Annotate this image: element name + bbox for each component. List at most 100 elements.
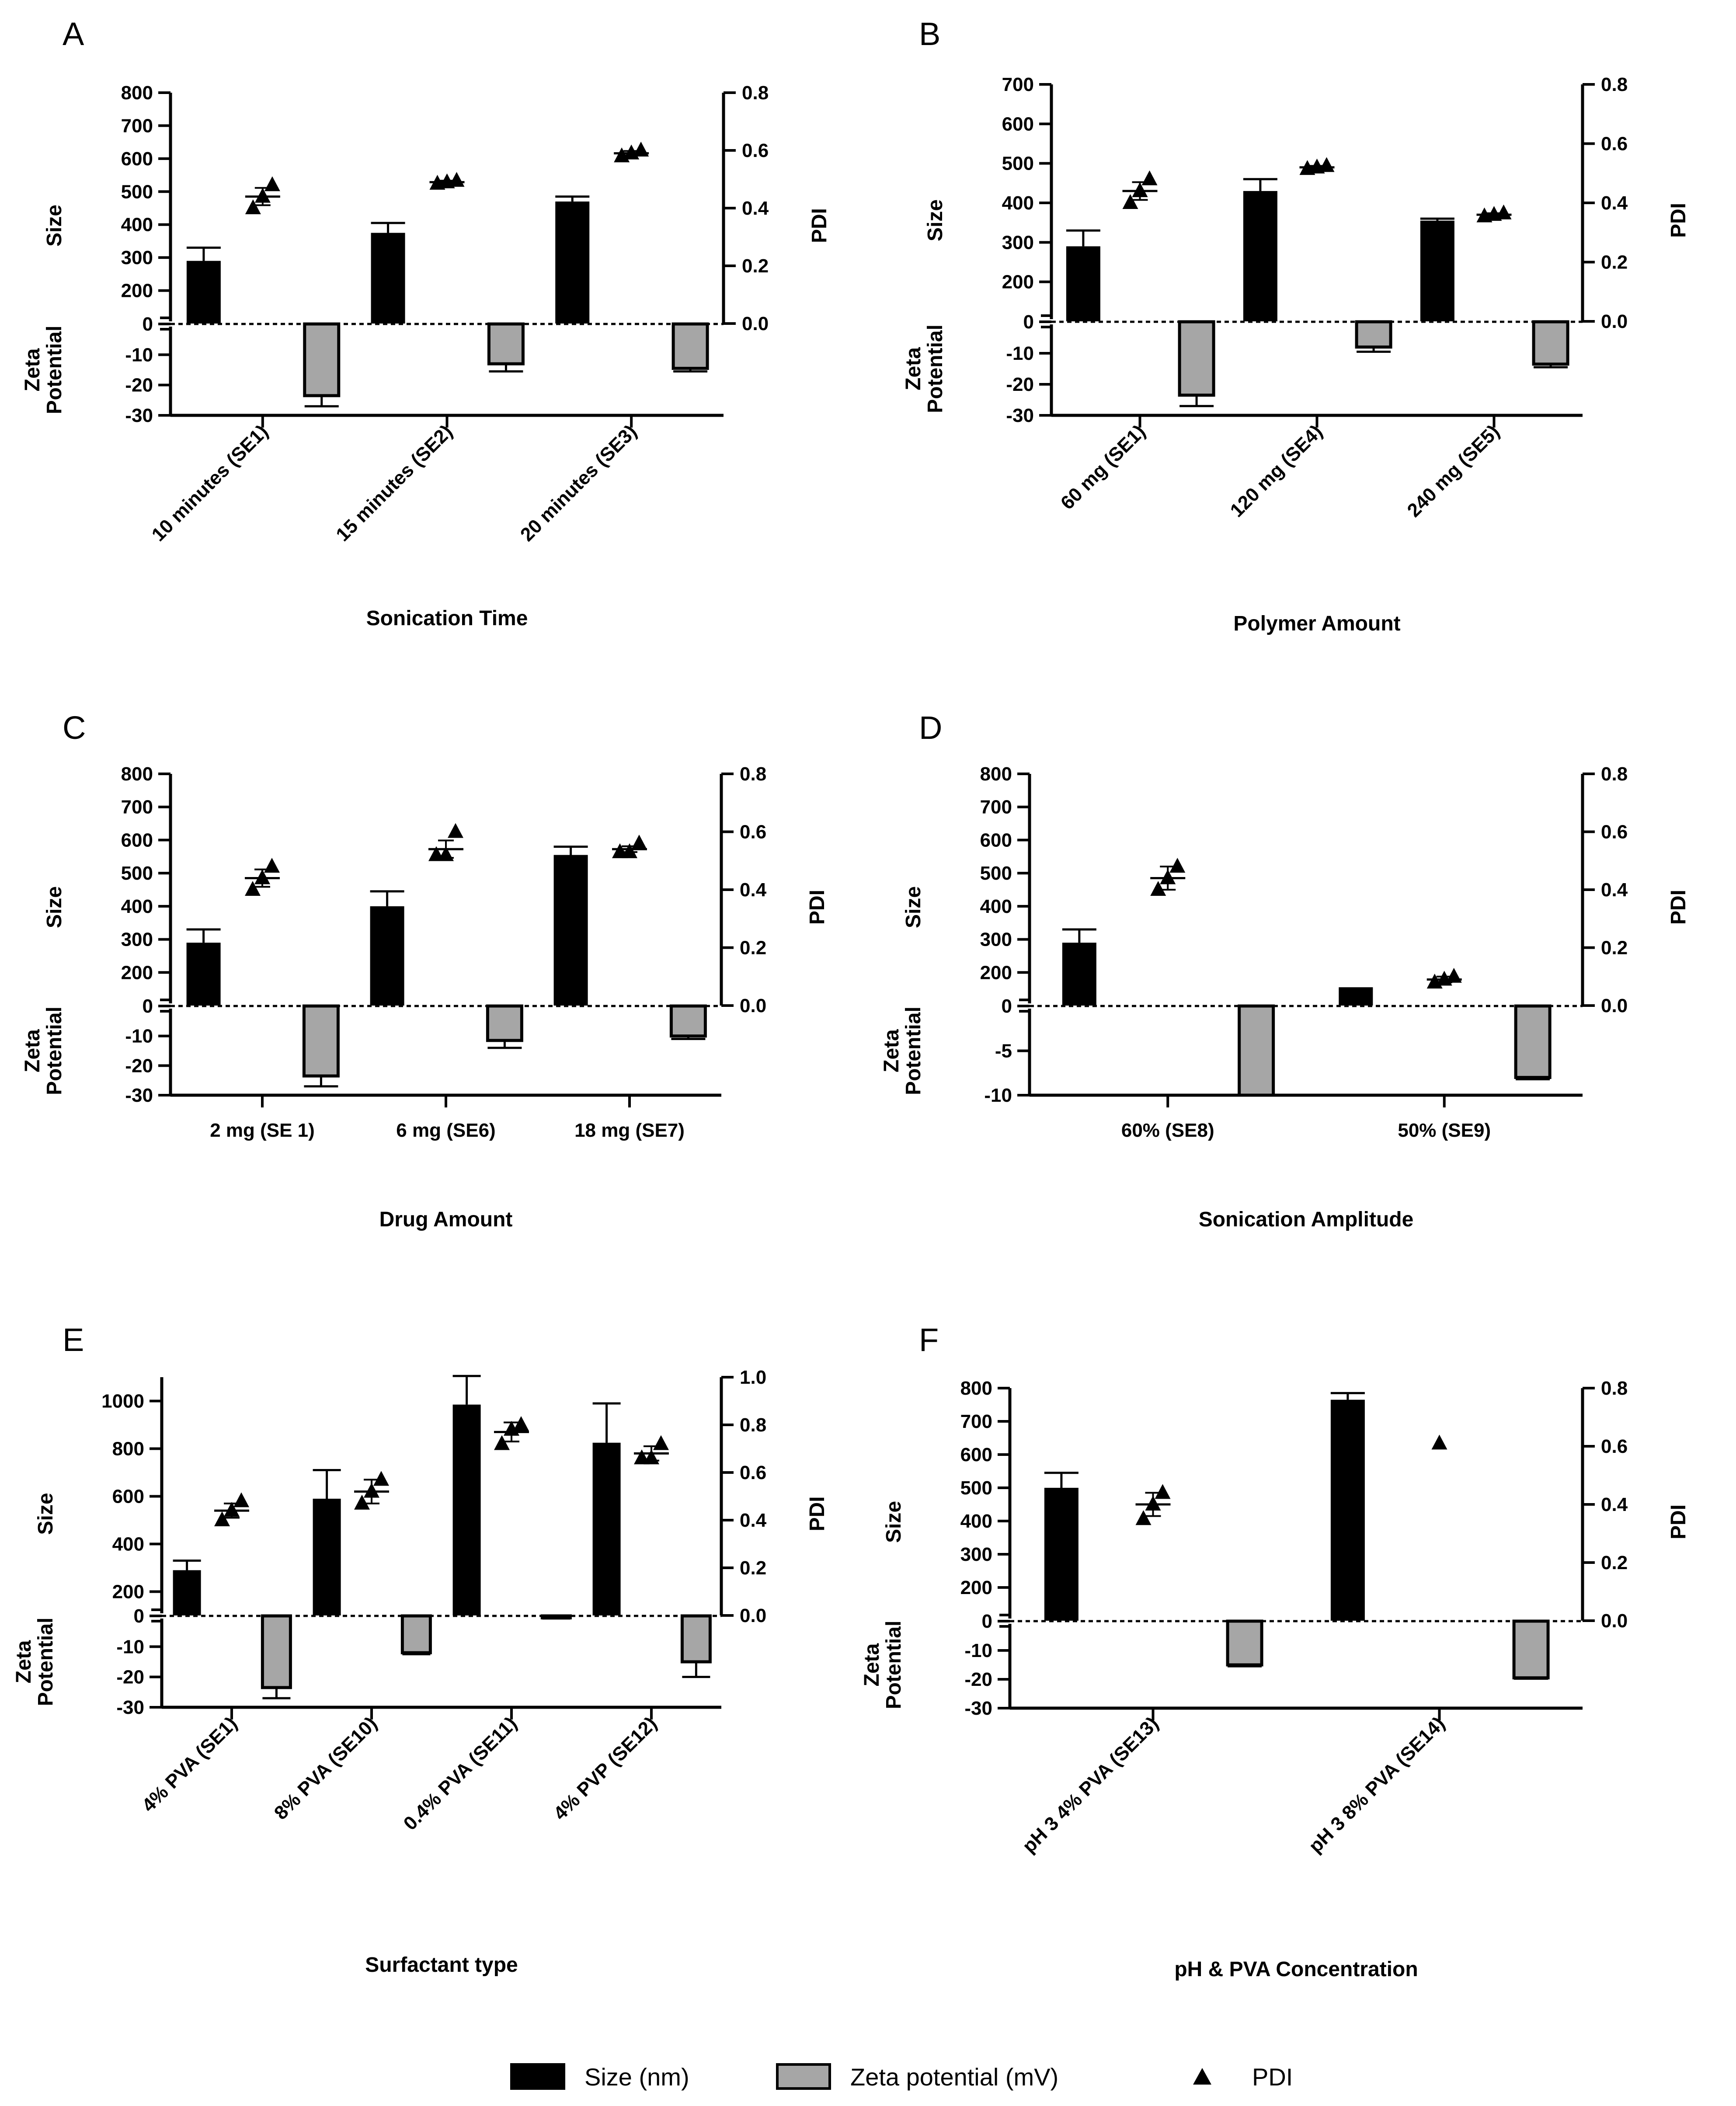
zeta-bar (261, 1614, 292, 1689)
pdi-tick-label: 0.6 (1601, 1436, 1628, 1457)
zeta-axis-title-line2: Potential (882, 1621, 905, 1709)
zeta-axis-title-line1: Zeta (21, 348, 44, 391)
zeta-bar (1238, 1004, 1275, 1097)
legend-size-swatch (510, 2063, 565, 2090)
pdi-point (1431, 1434, 1447, 1450)
pdi-point (1150, 881, 1166, 896)
zeta-tick-label: 0 (134, 1605, 144, 1627)
zeta-tick-label: 0 (1023, 311, 1034, 333)
zeta-tick-label: -30 (125, 405, 153, 426)
x-axis-title: Polymer Amount (1233, 612, 1400, 635)
zeta-bar (1514, 1004, 1552, 1079)
pdi-tick-label: 0.6 (1601, 822, 1628, 843)
zeta-axis-title-line1: Zeta (21, 1029, 44, 1072)
size-tick-label: 500 (960, 1477, 992, 1499)
panel-c: C 800 700 600 500 400 300 200 0 -10 -20 -30 0.8 0.6 0.… (21, 710, 829, 1231)
x-axis-title: Sonication Amplitude (1199, 1208, 1414, 1231)
zeta-bar (1512, 1619, 1550, 1680)
zeta-tick-label: -10 (125, 1026, 153, 1047)
pdi-tick-label: 0.6 (1601, 133, 1628, 155)
zeta-tick-label: -30 (964, 1698, 992, 1719)
pdi-point (1169, 858, 1186, 873)
size-tick-label: 200 (960, 1577, 992, 1598)
size-bar (371, 233, 405, 324)
zeta-bar (302, 1004, 340, 1078)
pdi-axis-title: PDI (1667, 890, 1690, 925)
size-tick-label: 700 (960, 1411, 992, 1432)
size-tick-label: 500 (980, 863, 1012, 884)
x-axis-title: Surfactant type (365, 1953, 518, 1977)
size-tick-label: 300 (121, 929, 153, 950)
panel-d: D 800 700 600 500 400 300 200 0 -5 -10 0.8 0.6 0.4 0.2… (880, 710, 1690, 1231)
pdi-point (513, 1416, 529, 1431)
zeta-axis-title-line1: Zeta (860, 1643, 884, 1686)
pdi-tick-label: 0.6 (740, 822, 766, 843)
pdi-axis-title: PDI (806, 890, 829, 925)
size-tick-label: 200 (1002, 272, 1034, 293)
zeta-tick-label: 0 (143, 313, 153, 335)
pdi-tick-label: 0.2 (1601, 252, 1628, 273)
size-tick-label: 500 (121, 863, 153, 884)
zeta-bar (1532, 320, 1569, 366)
size-tick-label: 800 (121, 763, 153, 785)
zeta-bar (303, 322, 341, 397)
zeta-tick-label: -20 (964, 1669, 992, 1690)
size-tick-label: 300 (1002, 232, 1034, 253)
pdi-tick-label: 0.4 (740, 879, 767, 901)
size-tick-label: 200 (112, 1581, 144, 1603)
x-axis-title: Drug Amount (379, 1208, 513, 1231)
legend: Size (nm) Zeta potential (mV) PDI (510, 2063, 1293, 2091)
size-tick-label: 800 (112, 1438, 144, 1460)
pdi-tick-label: 0.8 (1601, 763, 1628, 785)
zeta-axis-title-line1: Zeta (902, 347, 925, 390)
pdi-tick-label: 0.4 (740, 1510, 767, 1531)
zeta-bar (1355, 320, 1392, 349)
size-axis-title: Size (34, 1493, 57, 1535)
pdi-tick-label: 0.8 (1601, 1378, 1628, 1399)
size-bar (1243, 191, 1277, 321)
legend-zeta-swatch (776, 2063, 831, 2090)
size-tick-label: 800 (980, 763, 1012, 785)
size-bar (186, 261, 221, 324)
zeta-tick-label: -10 (125, 344, 153, 366)
size-tick-label: 700 (121, 115, 153, 136)
zeta-axis-title-line1: Zeta (12, 1640, 35, 1683)
pdi-point (373, 1471, 389, 1486)
zeta-tick-label: -30 (116, 1697, 144, 1718)
panel-letter: D (919, 710, 942, 746)
zeta-axis-title-line1: Zeta (880, 1029, 903, 1072)
zeta-axis-title-line2: Potential (924, 324, 947, 413)
pdi-tick-label: 0.2 (740, 937, 766, 959)
zeta-bar (1226, 1619, 1263, 1667)
zeta-axis-title-line2: Potential (34, 1618, 57, 1706)
zeta-tick-label: -10 (116, 1636, 144, 1657)
size-axis-title: Size (43, 886, 66, 928)
legend-zeta-label: Zeta potential (mV) (850, 2063, 1058, 2091)
pdi-tick-label: 0.2 (1601, 937, 1628, 959)
category-label: 50% (SE9) (1398, 1120, 1491, 1141)
size-tick-label: 300 (980, 929, 1012, 950)
pdi-tick-label: 0.2 (1601, 1552, 1628, 1573)
pdi-axis-title: PDI (808, 208, 831, 243)
panel-letter: B (919, 16, 940, 52)
pdi-tick-label: 0.4 (1601, 192, 1628, 214)
zeta-tick-label: 0 (1002, 996, 1012, 1017)
zeta-tick-label: -10 (984, 1085, 1012, 1106)
size-tick-label: 700 (980, 797, 1012, 818)
zeta-tick-label: -10 (1006, 343, 1034, 364)
pdi-axis-title: PDI (1667, 1504, 1690, 1539)
pdi-tick-label: 0.2 (742, 255, 769, 277)
panel-letter: A (63, 16, 84, 52)
size-bar (1420, 220, 1454, 321)
pdi-tick-label: 0.8 (740, 763, 766, 785)
panel-letter: F (919, 1322, 939, 1358)
pdi-tick-label: 0.6 (740, 1462, 766, 1483)
zeta-tick-label: -20 (1006, 374, 1034, 395)
zeta-tick-label: 0 (982, 1611, 992, 1632)
x-axis-title: Sonication Time (366, 607, 528, 630)
size-tick-label: 600 (121, 829, 153, 851)
size-tick-label: 300 (121, 247, 153, 268)
pdi-tick-label: 0.8 (1601, 74, 1628, 95)
pdi-point (1155, 1484, 1171, 1499)
panel-letter: C (63, 710, 86, 746)
